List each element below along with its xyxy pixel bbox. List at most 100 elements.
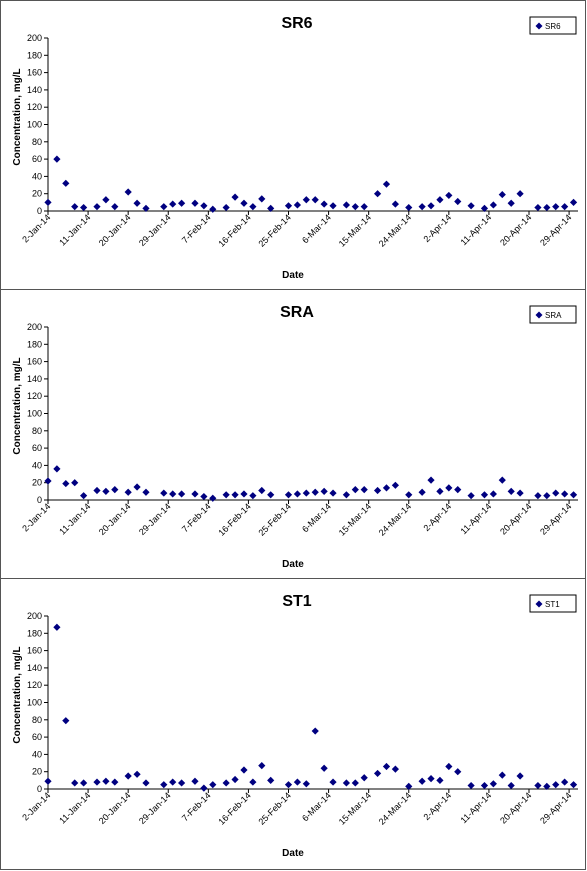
- legend-marker-icon: [535, 311, 543, 319]
- data-point: [102, 777, 110, 785]
- data-point: [284, 202, 293, 210]
- y-tick-label: 80: [32, 715, 42, 725]
- data-point: [111, 203, 119, 211]
- data-point: [436, 196, 444, 204]
- data-point: [267, 491, 275, 499]
- data-point: [53, 465, 61, 473]
- data-point: [53, 623, 61, 631]
- data-point: [351, 779, 359, 787]
- data-point: [329, 489, 337, 497]
- data-point: [284, 491, 293, 499]
- data-point: [436, 776, 444, 784]
- data-point: [320, 487, 328, 495]
- legend-label: SR6: [545, 22, 561, 31]
- data-point: [360, 486, 368, 494]
- data-point: [133, 770, 141, 778]
- data-point: [405, 203, 413, 212]
- data-point: [552, 781, 560, 789]
- data-point: [391, 481, 399, 489]
- data-point: [160, 781, 168, 789]
- x-axis-label: Date: [282, 848, 304, 859]
- x-tick-label: 2-Jan-14: [20, 790, 52, 822]
- data-point: [200, 784, 208, 792]
- data-point: [133, 483, 141, 491]
- data-point: [405, 491, 413, 499]
- data-point: [373, 190, 382, 198]
- x-tick-label: 16-Feb-14: [216, 212, 252, 248]
- data-point: [454, 768, 462, 776]
- x-tick-label: 15-Mar-14: [337, 212, 373, 248]
- data-point: [209, 205, 217, 213]
- data-point: [200, 202, 208, 210]
- data-point: [258, 486, 266, 495]
- data-point: [445, 762, 453, 771]
- data-point: [467, 492, 475, 500]
- data-point: [489, 201, 497, 209]
- data-point: [191, 199, 199, 207]
- data-point: [454, 197, 462, 206]
- y-tick-label: 80: [32, 426, 42, 436]
- data-point: [507, 781, 515, 790]
- legend: SR6: [529, 16, 577, 35]
- data-point: [102, 196, 110, 204]
- data-point: [124, 488, 132, 496]
- data-point: [102, 487, 110, 495]
- data-point: [320, 200, 328, 208]
- x-tick-label: 2-Jan-14: [20, 212, 52, 244]
- x-tick-label: 20-Jan-14: [97, 501, 133, 537]
- data-point: [93, 203, 101, 211]
- legend-box: [529, 594, 577, 613]
- data-point: [329, 202, 337, 210]
- data-point: [209, 494, 217, 502]
- data-point: [302, 196, 310, 204]
- data-point: [552, 489, 560, 497]
- data-point: [342, 491, 351, 499]
- data-point: [427, 202, 435, 210]
- data-point: [534, 781, 542, 790]
- data-point: [507, 487, 515, 495]
- data-point: [507, 199, 515, 207]
- data-point: [561, 203, 569, 211]
- data-point: [258, 762, 266, 770]
- data-point: [561, 778, 569, 786]
- data-point: [436, 487, 444, 495]
- legend-box: [529, 305, 577, 324]
- data-point: [284, 781, 293, 789]
- data-point: [445, 484, 453, 492]
- x-tick-label: 11-Jan-14: [57, 212, 92, 247]
- data-point: [543, 492, 551, 500]
- data-point: [249, 203, 257, 211]
- y-tick-label: 0: [37, 206, 42, 216]
- data-point: [267, 776, 275, 784]
- data-point: [360, 203, 368, 211]
- data-point: [191, 490, 199, 498]
- y-tick-label: 60: [32, 443, 42, 453]
- data-point: [311, 727, 319, 735]
- data-point: [62, 479, 70, 488]
- data-point: [191, 777, 199, 785]
- y-tick-label: 120: [27, 680, 42, 690]
- data-point: [142, 488, 150, 496]
- x-tick-label: 29-Apr-14: [538, 501, 573, 536]
- y-tick-label: 0: [37, 784, 42, 794]
- chart-panel-sr6: SR6 SR6 Concentration, mg/L Date 0 20 40 60…: [0, 0, 586, 290]
- data-point: [480, 204, 489, 213]
- data-point: [373, 486, 382, 495]
- y-tick-label: 100: [27, 409, 42, 419]
- data-point: [53, 155, 61, 163]
- x-tick-label: 20-Apr-14: [498, 212, 533, 247]
- data-point: [373, 769, 382, 778]
- chart-svg-st1: ST1 ST1 Concentration, mg/L Date 0 20 40 60…: [12, 593, 578, 859]
- data-point: [80, 203, 88, 212]
- data-point: [240, 490, 248, 498]
- data-point: [569, 781, 578, 789]
- data-point: [267, 204, 275, 213]
- chart-title: SR6: [281, 15, 312, 32]
- y-tick-label: 180: [27, 50, 42, 60]
- y-tick-label: 180: [27, 628, 42, 638]
- data-point: [342, 201, 351, 209]
- data-point: [302, 489, 310, 497]
- data-point: [178, 779, 186, 787]
- x-tick-label: 25-Feb-14: [256, 212, 292, 248]
- x-tick-label: 20-Jan-14: [97, 790, 133, 826]
